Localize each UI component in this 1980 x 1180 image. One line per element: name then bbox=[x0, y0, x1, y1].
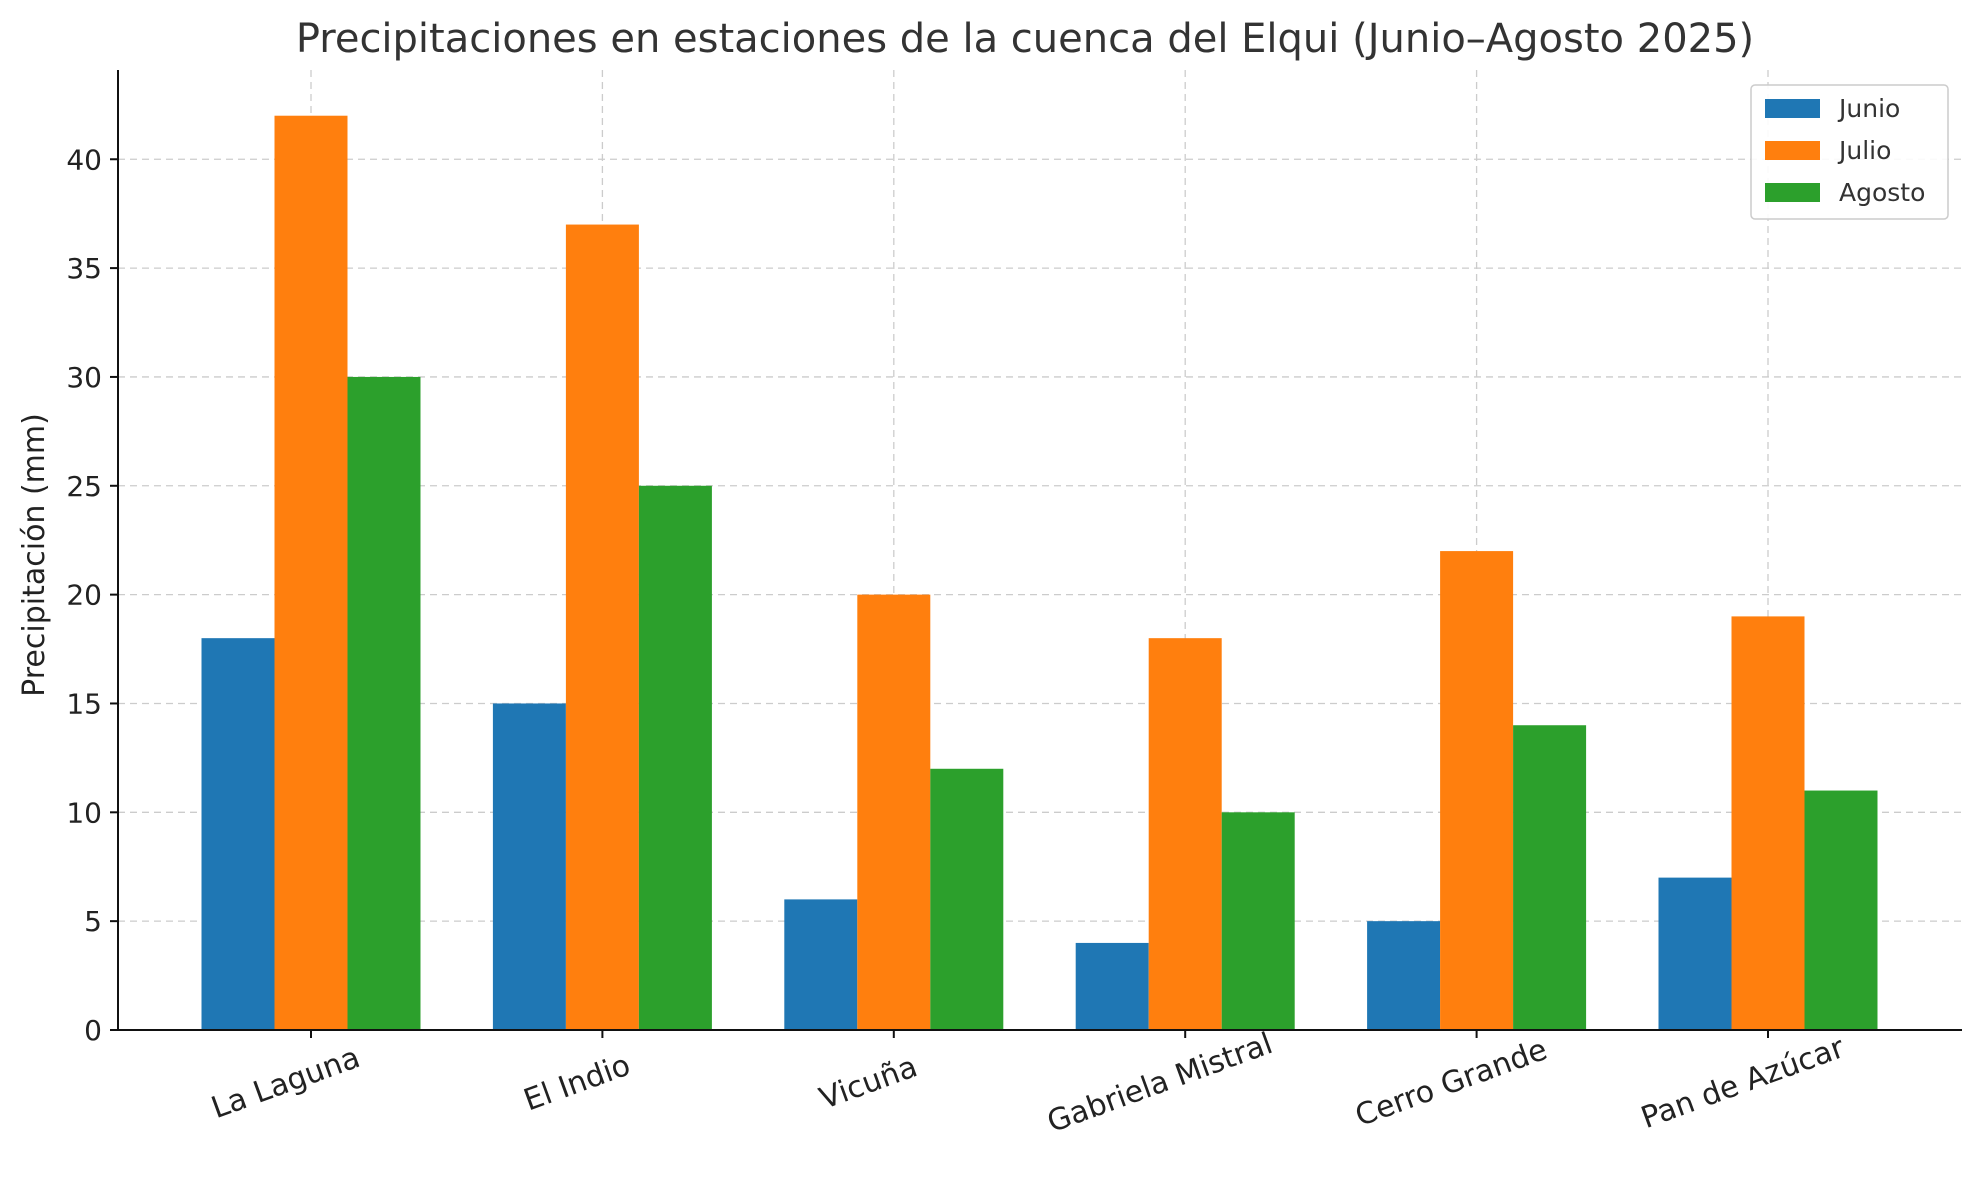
x-tick-label: Vicuña bbox=[815, 1049, 922, 1116]
legend: Junio Julio Agosto bbox=[1750, 84, 1949, 220]
chart-title: Precipitaciones en estaciones de la cuen… bbox=[296, 16, 1754, 62]
y-tick-label: 20 bbox=[66, 579, 102, 612]
y-tick-label: 15 bbox=[66, 687, 102, 720]
bar-agosto-2 bbox=[638, 485, 712, 1030]
x-tick-label: Cerro Grande bbox=[1351, 1032, 1552, 1134]
bar-julio-4 bbox=[1148, 638, 1222, 1030]
bar-agosto-1 bbox=[347, 376, 421, 1030]
y-tick-label: 35 bbox=[66, 252, 102, 285]
bar-junio-4 bbox=[1075, 942, 1149, 1030]
legend-swatch-agosto bbox=[1765, 183, 1820, 202]
bar-julio-1 bbox=[274, 115, 348, 1030]
axes bbox=[117, 70, 1962, 1031]
x-tick-label: Gabriela Mistral bbox=[1043, 1026, 1277, 1140]
bars bbox=[201, 115, 1878, 1031]
bar-junio-1 bbox=[201, 638, 275, 1030]
bar-julio-3 bbox=[857, 594, 931, 1030]
bar-junio-2 bbox=[492, 703, 566, 1030]
legend-swatch-junio bbox=[1765, 99, 1820, 118]
y-tick-label: 10 bbox=[66, 796, 102, 829]
bar-julio-2 bbox=[565, 224, 639, 1031]
y-tick-label: 25 bbox=[66, 470, 102, 503]
legend-swatch-julio bbox=[1765, 141, 1820, 160]
y-axis-label: Precipitación (mm) bbox=[17, 413, 52, 697]
y-tick-label: 30 bbox=[66, 361, 102, 394]
bar-junio-6 bbox=[1658, 877, 1732, 1030]
bar-agosto-4 bbox=[1221, 812, 1295, 1030]
x-axis-ticks: La Laguna El Indio Vicuña Gabriela Mistral C… bbox=[207, 1026, 1850, 1140]
legend-label-agosto: Agosto bbox=[1839, 178, 1925, 207]
y-axis-ticks: 0 5 10 15 20 25 30 35 40 bbox=[66, 143, 118, 1047]
y-tick-label: 40 bbox=[66, 143, 102, 176]
grid-lines bbox=[118, 70, 1962, 1030]
bar-junio-5 bbox=[1367, 921, 1441, 1030]
bar-agosto-5 bbox=[1513, 725, 1587, 1030]
bar-junio-3 bbox=[784, 899, 858, 1030]
legend-label-julio: Julio bbox=[1837, 136, 1891, 165]
x-tick-label: El Indio bbox=[519, 1048, 635, 1119]
bar-agosto-3 bbox=[930, 768, 1004, 1030]
y-tick-label: 0 bbox=[84, 1014, 102, 1047]
legend-label-junio: Junio bbox=[1837, 94, 1900, 123]
x-tick-label: La Laguna bbox=[207, 1040, 365, 1126]
bar-agosto-6 bbox=[1804, 790, 1878, 1030]
bar-julio-5 bbox=[1440, 551, 1514, 1030]
x-tick-label: Pan de Azúcar bbox=[1637, 1030, 1850, 1136]
y-tick-label: 5 bbox=[84, 905, 102, 938]
bar-julio-6 bbox=[1731, 616, 1805, 1030]
